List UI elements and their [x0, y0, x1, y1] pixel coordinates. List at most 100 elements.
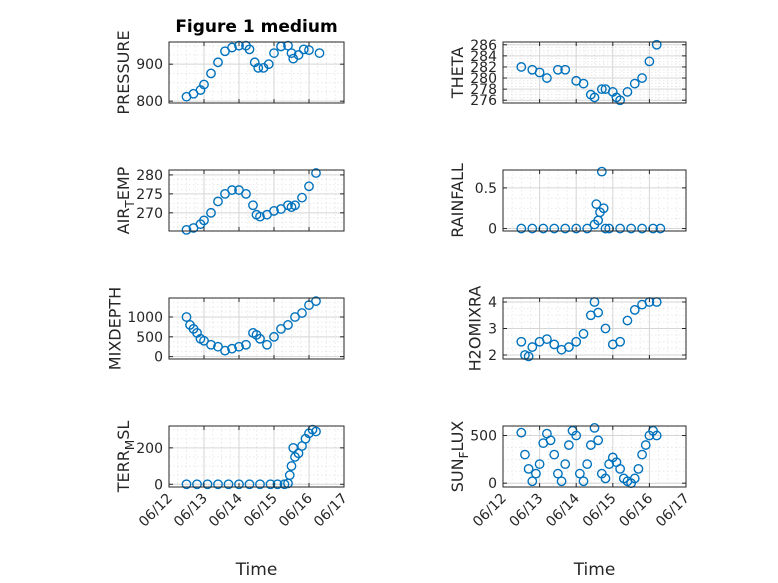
data-point [600, 323, 611, 334]
subplot-rainfall: 0 0.5 RAINFALL [448, 163, 687, 238]
data-point [223, 479, 234, 490]
data-point [640, 440, 651, 450]
data-point [516, 427, 527, 438]
data-point [234, 341, 244, 352]
data-point [542, 73, 552, 83]
data-point [241, 339, 251, 350]
y-tick-label: 0 [488, 476, 497, 492]
x-tick-label: 06/16 [276, 490, 316, 530]
data-point [560, 64, 571, 75]
data-point [181, 224, 192, 235]
data-point [253, 62, 264, 73]
data-point [622, 87, 633, 97]
axes-box [168, 297, 345, 360]
y-tick-label: 200 [136, 441, 163, 457]
data-point [206, 68, 216, 79]
data-point [227, 343, 237, 354]
data-point [241, 188, 251, 199]
data-point [527, 476, 538, 487]
data-point [527, 223, 538, 234]
data-point [571, 223, 582, 234]
data-point [651, 39, 662, 50]
data-point [560, 459, 571, 470]
data-point [593, 307, 604, 318]
y-tick-label: 280 [136, 168, 163, 184]
data-point [269, 331, 279, 342]
data-point [615, 95, 626, 106]
data-point [304, 181, 314, 192]
data-point [523, 351, 534, 362]
y-axis-label: AIRTEMP [114, 166, 137, 234]
x-tick-label: 06/12 [470, 491, 510, 531]
y-tick-label: 3 [488, 322, 497, 338]
data-point [263, 59, 274, 70]
data-point [227, 185, 237, 195]
data-point [582, 459, 593, 470]
data-point [553, 64, 563, 75]
y-tick-label: 0 [488, 222, 497, 238]
data-point [534, 459, 545, 470]
y-tick-label: 0.5 [475, 181, 497, 197]
y-axis-label: THETA [448, 47, 467, 99]
x-tick-label: 06/17 [653, 491, 693, 531]
data-point [265, 479, 276, 490]
data-point [213, 57, 223, 68]
data-point [516, 223, 527, 234]
data-point [545, 435, 556, 446]
data-point [549, 339, 560, 350]
data-point [206, 207, 216, 218]
x-tick-label: 06/14 [543, 490, 583, 530]
axes-box [502, 169, 687, 232]
data-point [589, 92, 600, 103]
y-tick-label: 500 [470, 429, 497, 445]
data-point [633, 463, 644, 474]
y-axis-label: PRESSURE [114, 30, 133, 114]
data-point [556, 476, 567, 487]
data-point [637, 223, 647, 234]
data-point [615, 463, 626, 474]
data-point [286, 461, 297, 471]
data-point [314, 48, 325, 58]
data-point [637, 73, 647, 83]
data-point [596, 84, 607, 95]
data-point [553, 468, 563, 479]
data-point [199, 215, 209, 226]
y-tick-label: 2 [488, 348, 497, 364]
data-point [591, 199, 602, 210]
x-axis-label: Time [235, 560, 278, 580]
data-point [248, 200, 258, 211]
data-point [206, 339, 216, 350]
data-point [578, 328, 589, 339]
data-point [574, 468, 585, 479]
y-tick-label: 278 [470, 82, 497, 98]
data-point [255, 479, 265, 490]
data-point [290, 200, 300, 211]
y-axis-label: H2OMIXRA [465, 286, 484, 372]
data-point [626, 223, 636, 234]
data-point [598, 203, 609, 214]
y-tick-label: 280 [470, 71, 497, 87]
data-point [272, 479, 283, 490]
data-point [622, 315, 633, 326]
data-point [542, 334, 552, 345]
data-point [298, 44, 309, 55]
data-point [651, 430, 662, 441]
data-point [596, 166, 607, 177]
data-point [283, 320, 293, 330]
data-point [311, 168, 321, 178]
data-point [637, 449, 647, 460]
axes-box [502, 41, 687, 104]
x-tick-label: 06/14 [206, 490, 246, 530]
data-point [578, 78, 589, 89]
data-point [297, 192, 307, 203]
data-point [563, 440, 574, 450]
y-axis-label: TERRMSL [114, 421, 137, 494]
y-tick-label: 4 [488, 295, 497, 311]
data-point [600, 223, 611, 234]
x-tick-label: 06/15 [241, 491, 281, 531]
data-point [582, 223, 593, 234]
x-tick-label: 06/13 [507, 491, 547, 531]
data-point [538, 223, 549, 234]
